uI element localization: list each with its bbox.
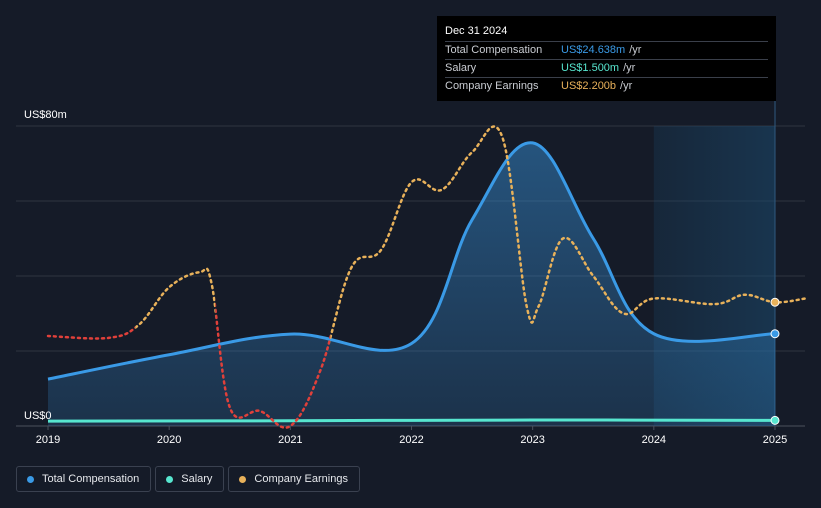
series-area-total-compensation	[48, 142, 775, 426]
tooltip-value: US$2.200b	[561, 80, 617, 92]
x-tick-label: 2023	[520, 434, 544, 446]
tooltip-value: US$24.638m	[561, 44, 626, 56]
x-tick-label: 2020	[157, 434, 181, 446]
tooltip-row-salary: Salary US$1.500m /yr	[445, 60, 768, 78]
legend-dot-icon	[239, 475, 247, 483]
tooltip-unit: /yr	[620, 80, 633, 92]
tooltip-unit: /yr	[623, 62, 636, 74]
series-line-total-compensation	[47, 141, 776, 381]
legend: Total Compensation Salary Company Earnin…	[16, 466, 360, 492]
legend-label: Total Compensation	[42, 473, 140, 485]
legend-dot-icon	[27, 475, 34, 483]
y-axis-label-bottom: US$0	[24, 410, 52, 422]
legend-item-total-compensation[interactable]: Total Compensation	[16, 466, 152, 492]
tooltip-row-total-compensation: Total Compensation US$24.638m /yr	[445, 42, 768, 60]
legend-label: Salary	[181, 473, 213, 485]
x-tick-label: 2022	[399, 434, 423, 446]
x-tick-label: 2019	[36, 434, 60, 446]
tooltip-label: Salary	[445, 62, 477, 74]
tooltip-row-company-earnings: Company Earnings US$2.200b /yr	[445, 78, 768, 95]
series-line-salary	[47, 418, 776, 423]
axis-labels: US$80m US$0 2019 2020 2021 2022 2023 2024 2025	[24, 109, 787, 446]
tooltip-date: Dec 31 2024	[445, 23, 768, 42]
legend-item-company-earnings[interactable]: Company Earnings	[228, 466, 360, 492]
tooltip-label: Total Compensation	[445, 44, 543, 56]
legend-label: Company Earnings	[254, 473, 348, 485]
series-line-company-earnings	[135, 125, 807, 429]
tooltip-label: Company Earnings	[445, 80, 539, 92]
tooltip-value: US$1.500m	[561, 62, 620, 74]
legend-dot-icon	[166, 475, 174, 483]
legend-item-salary[interactable]: Salary	[155, 466, 225, 492]
marker-company-earnings	[770, 297, 780, 307]
marker-salary	[770, 415, 780, 425]
tooltip-unit: /yr	[629, 44, 642, 56]
x-tick-label: 2024	[642, 434, 666, 446]
y-axis-label-top: US$80m	[24, 109, 67, 121]
series-layer	[46, 125, 807, 429]
x-tick-label: 2021	[278, 434, 302, 446]
marker-total-compensation	[770, 329, 780, 339]
tooltip: Dec 31 2024 Total Compensation US$24.638…	[437, 16, 776, 101]
x-tick-label: 2025	[763, 434, 787, 446]
